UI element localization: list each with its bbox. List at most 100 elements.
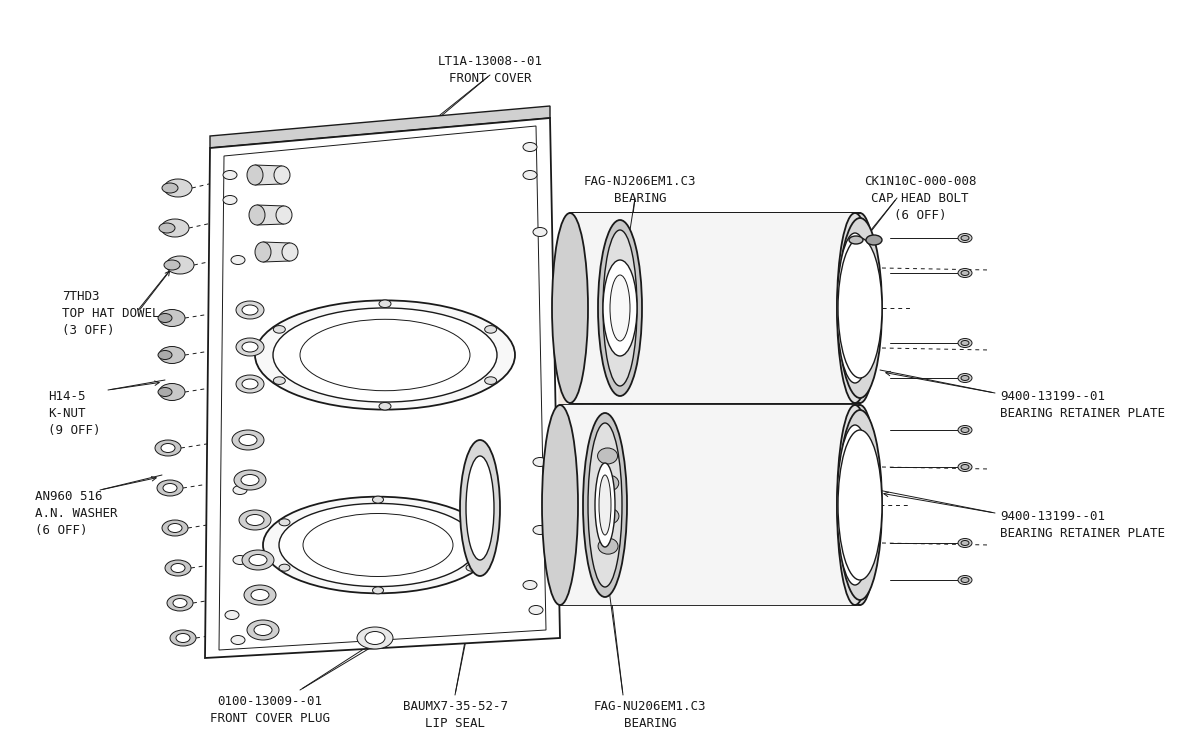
Ellipse shape — [159, 347, 184, 363]
Ellipse shape — [161, 219, 189, 237]
Ellipse shape — [837, 430, 882, 580]
Ellipse shape — [583, 413, 627, 597]
Ellipse shape — [236, 301, 264, 319]
Ellipse shape — [162, 183, 179, 193]
Ellipse shape — [958, 538, 972, 547]
Ellipse shape — [223, 196, 237, 205]
Ellipse shape — [162, 520, 188, 536]
Ellipse shape — [598, 220, 642, 396]
Ellipse shape — [236, 338, 264, 356]
Ellipse shape — [524, 143, 537, 152]
Ellipse shape — [164, 179, 192, 197]
Ellipse shape — [231, 636, 246, 645]
Ellipse shape — [598, 448, 618, 464]
Ellipse shape — [603, 230, 637, 386]
Ellipse shape — [530, 606, 543, 615]
Ellipse shape — [365, 631, 385, 645]
Ellipse shape — [598, 538, 618, 554]
Polygon shape — [570, 213, 860, 403]
Polygon shape — [264, 242, 290, 262]
Ellipse shape — [279, 504, 477, 587]
Ellipse shape — [958, 374, 972, 383]
Ellipse shape — [588, 423, 622, 587]
Ellipse shape — [247, 165, 264, 185]
Text: FAG-NJ206EM1.C3
BEARING: FAG-NJ206EM1.C3 BEARING — [583, 175, 696, 205]
Ellipse shape — [379, 402, 391, 410]
Ellipse shape — [837, 405, 873, 605]
Ellipse shape — [541, 405, 577, 605]
Ellipse shape — [168, 523, 182, 532]
Ellipse shape — [155, 440, 181, 456]
Ellipse shape — [255, 242, 271, 262]
Ellipse shape — [254, 624, 272, 636]
Ellipse shape — [373, 496, 383, 503]
Ellipse shape — [163, 483, 177, 492]
Ellipse shape — [849, 236, 863, 244]
Ellipse shape — [223, 171, 237, 180]
Ellipse shape — [961, 375, 969, 381]
Ellipse shape — [610, 275, 630, 341]
Ellipse shape — [603, 260, 637, 356]
Ellipse shape — [533, 525, 547, 535]
Text: BAUMX7-35-52-7
LIP SEAL: BAUMX7-35-52-7 LIP SEAL — [403, 700, 508, 730]
Polygon shape — [205, 118, 559, 658]
Ellipse shape — [595, 463, 615, 547]
Ellipse shape — [466, 564, 477, 572]
Ellipse shape — [961, 578, 969, 583]
Text: 9400-13199--01
BEARING RETAINER PLATE: 9400-13199--01 BEARING RETAINER PLATE — [1000, 390, 1164, 420]
Polygon shape — [258, 205, 284, 225]
Ellipse shape — [357, 627, 393, 649]
Ellipse shape — [466, 519, 477, 525]
Ellipse shape — [460, 440, 500, 576]
Ellipse shape — [242, 379, 258, 389]
Ellipse shape — [485, 377, 497, 384]
Polygon shape — [559, 405, 860, 605]
Ellipse shape — [249, 205, 265, 225]
Ellipse shape — [533, 227, 547, 236]
Ellipse shape — [170, 630, 196, 646]
Ellipse shape — [159, 223, 175, 233]
Ellipse shape — [276, 206, 292, 224]
Ellipse shape — [158, 313, 173, 322]
Ellipse shape — [837, 233, 873, 383]
Ellipse shape — [225, 611, 238, 620]
Ellipse shape — [303, 513, 453, 577]
Ellipse shape — [159, 384, 184, 400]
Ellipse shape — [837, 425, 873, 585]
Text: AN960 516
A.N. WASHER
(6 OFF): AN960 516 A.N. WASHER (6 OFF) — [35, 490, 117, 537]
Ellipse shape — [255, 300, 515, 410]
Ellipse shape — [282, 243, 298, 261]
Ellipse shape — [599, 508, 619, 524]
Polygon shape — [210, 106, 550, 148]
Ellipse shape — [273, 308, 497, 402]
Ellipse shape — [242, 305, 258, 315]
Ellipse shape — [958, 269, 972, 278]
Ellipse shape — [552, 213, 588, 403]
Ellipse shape — [961, 464, 969, 470]
Ellipse shape — [279, 564, 290, 572]
Ellipse shape — [242, 342, 258, 352]
Ellipse shape — [264, 497, 494, 593]
Ellipse shape — [232, 485, 247, 495]
Ellipse shape — [958, 575, 972, 584]
Ellipse shape — [961, 236, 969, 241]
Ellipse shape — [247, 620, 279, 640]
Ellipse shape — [373, 587, 383, 594]
Ellipse shape — [837, 238, 882, 378]
Text: FAG-NU206EM1.C3
BEARING: FAG-NU206EM1.C3 BEARING — [594, 700, 707, 730]
Ellipse shape — [231, 255, 246, 264]
Ellipse shape — [161, 443, 175, 452]
Ellipse shape — [167, 595, 193, 611]
Ellipse shape — [485, 325, 497, 333]
Ellipse shape — [961, 427, 969, 433]
Ellipse shape — [238, 510, 271, 530]
Ellipse shape — [234, 470, 266, 490]
Ellipse shape — [167, 256, 194, 274]
Ellipse shape — [837, 410, 882, 600]
Text: 0100-13009--01
FRONT COVER PLUG: 0100-13009--01 FRONT COVER PLUG — [210, 695, 329, 725]
Text: CK1N10C-000-008
CAP HEAD BOLT
(6 OFF): CK1N10C-000-008 CAP HEAD BOLT (6 OFF) — [864, 175, 976, 222]
Ellipse shape — [273, 377, 285, 384]
Ellipse shape — [238, 434, 258, 445]
Ellipse shape — [242, 550, 274, 570]
Ellipse shape — [176, 633, 190, 643]
